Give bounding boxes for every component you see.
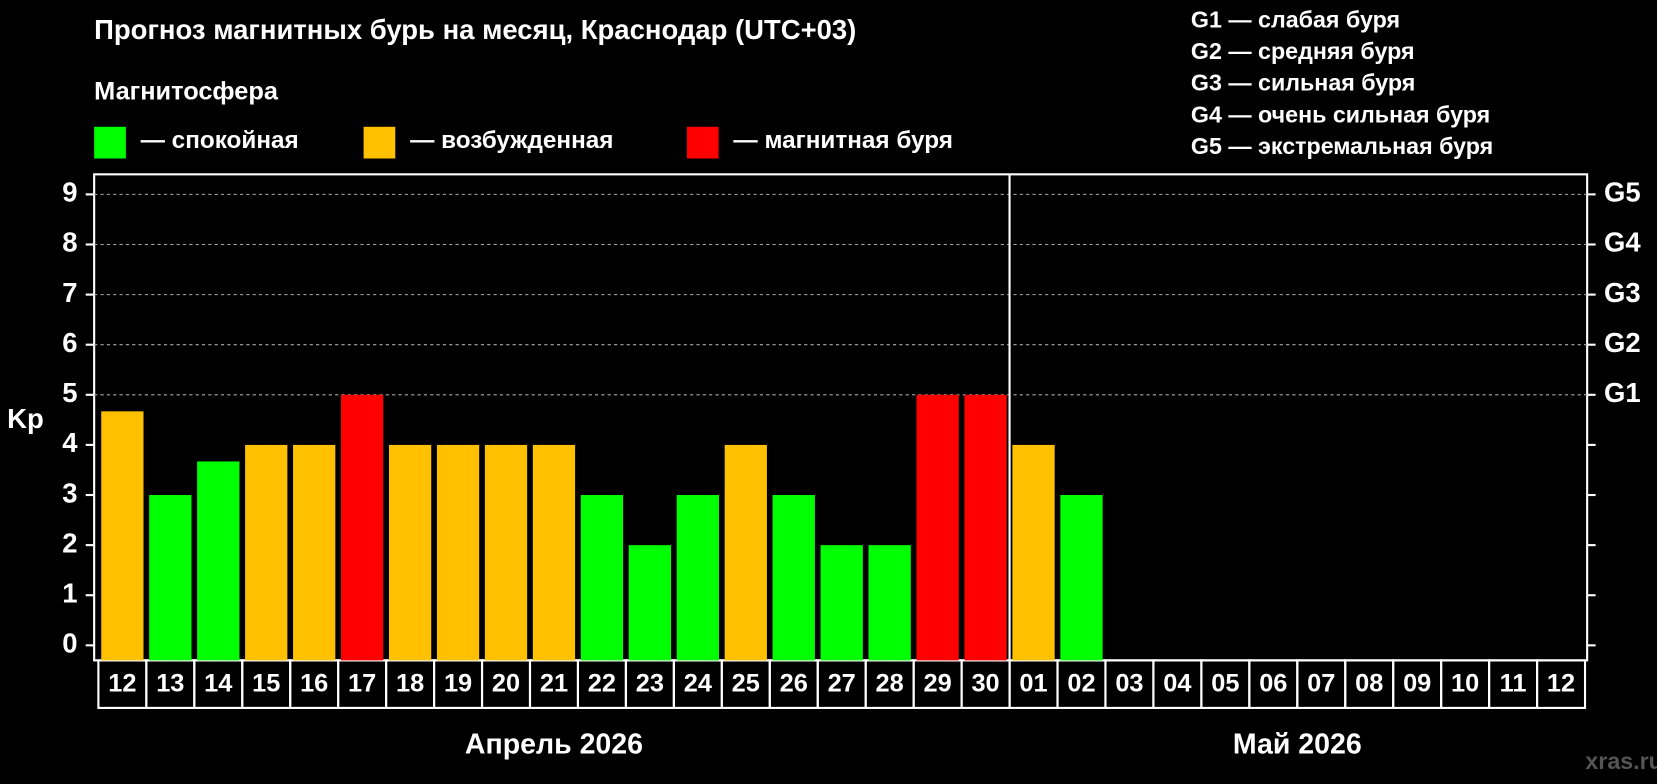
x-tick-label: 12 (108, 669, 136, 697)
y-tick-label: 5 (62, 377, 77, 408)
x-tick-label: 24 (684, 669, 712, 697)
storm-scale-entry: G3 — сильная буря (1191, 70, 1415, 96)
legend-swatch (94, 126, 126, 159)
bar (820, 545, 863, 661)
legend-swatch (686, 126, 719, 159)
bar (676, 495, 719, 661)
storm-scale-entry: G2 — средняя буря (1191, 38, 1415, 64)
y2-tick-label: G2 (1604, 327, 1641, 358)
x-tick-label: 06 (1259, 669, 1287, 697)
y-tick-label: 6 (62, 327, 77, 358)
x-tick-label: 20 (492, 669, 520, 697)
x-tick-label: 16 (300, 669, 328, 697)
y-tick-label: 4 (62, 427, 78, 458)
x-tick-label: 21 (540, 669, 568, 697)
storm-scale-entry: G1 — слабая буря (1191, 6, 1400, 32)
x-tick-label: 11 (1500, 669, 1527, 697)
y-tick-label: 9 (62, 177, 77, 208)
bar (580, 495, 624, 661)
bar (245, 444, 288, 661)
legend-label: — магнитная буря (733, 127, 953, 154)
category-box (1536, 659, 1587, 709)
y-tick-label: 0 (62, 628, 77, 659)
bar (916, 394, 959, 661)
y2-tick-label: G4 (1604, 227, 1641, 258)
x-tick-label: 07 (1307, 669, 1335, 697)
x-tick-label: 05 (1211, 669, 1239, 697)
bar (628, 545, 672, 661)
bar (1060, 495, 1103, 661)
y-tick-label: 3 (62, 477, 77, 508)
y-tick-label: 2 (62, 527, 77, 558)
bar (101, 411, 144, 661)
x-tick-label: 22 (588, 669, 616, 697)
storm-scale-entry: G4 — очень сильная буря (1191, 101, 1490, 127)
x-tick-label: 09 (1403, 669, 1431, 697)
bar (388, 444, 432, 661)
x-tick-label: 08 (1355, 669, 1383, 697)
x-tick-label: 01 (1019, 669, 1047, 697)
x-tick-label: 29 (924, 669, 952, 697)
y2-tick-label: G5 (1604, 177, 1641, 208)
x-tick-label: 26 (780, 669, 808, 697)
bar (868, 545, 911, 661)
legend-label: — спокойная (141, 127, 299, 154)
bar (293, 444, 336, 661)
chart-title: Прогноз магнитных бурь на месяц, Краснод… (94, 14, 856, 45)
x-tick-label: 19 (444, 669, 472, 697)
legend-title: Магнитосфера (94, 78, 279, 106)
x-tick-label: 17 (348, 669, 376, 697)
x-tick-label: 27 (828, 669, 856, 697)
y-tick-label: 7 (62, 277, 77, 308)
x-tick-label: 10 (1451, 669, 1479, 697)
bar (341, 394, 384, 661)
bar (1012, 444, 1055, 661)
x-tick-label: 23 (636, 669, 664, 697)
x-tick-label: 13 (156, 669, 184, 697)
bar (149, 495, 192, 661)
bar (197, 461, 240, 661)
x-tick-label: 18 (396, 669, 424, 697)
y-tick-label: 1 (62, 577, 77, 608)
x-tick-label: 28 (876, 669, 904, 697)
legend-swatch (363, 126, 396, 159)
x-tick-label: 03 (1115, 669, 1143, 697)
x-tick-label: 04 (1163, 669, 1191, 697)
y-tick-label: 8 (62, 227, 77, 258)
x-tick-label: 15 (252, 669, 280, 697)
month-label: Май 2026 (1233, 728, 1362, 760)
watermark: xras.ru (1585, 748, 1657, 774)
legend-label: — возбужденная (410, 127, 613, 154)
x-tick-label: 02 (1067, 669, 1095, 697)
y2-tick-label: G1 (1604, 377, 1641, 408)
month-label: Апрель 2026 (465, 728, 643, 760)
storm-scale-entry: G5 — экстремальная буря (1191, 133, 1493, 159)
bar (532, 444, 576, 661)
x-tick-label: 25 (732, 669, 760, 697)
x-tick-label: 12 (1547, 669, 1575, 697)
bar (436, 444, 480, 661)
bar (772, 495, 815, 661)
y2-tick-label: G3 (1604, 277, 1641, 308)
bar (484, 444, 528, 661)
x-tick-label: 14 (204, 669, 232, 697)
bar (964, 394, 1007, 661)
x-tick-label: 30 (971, 669, 999, 697)
bar (724, 444, 767, 661)
y-axis-label: Kp (7, 403, 44, 434)
